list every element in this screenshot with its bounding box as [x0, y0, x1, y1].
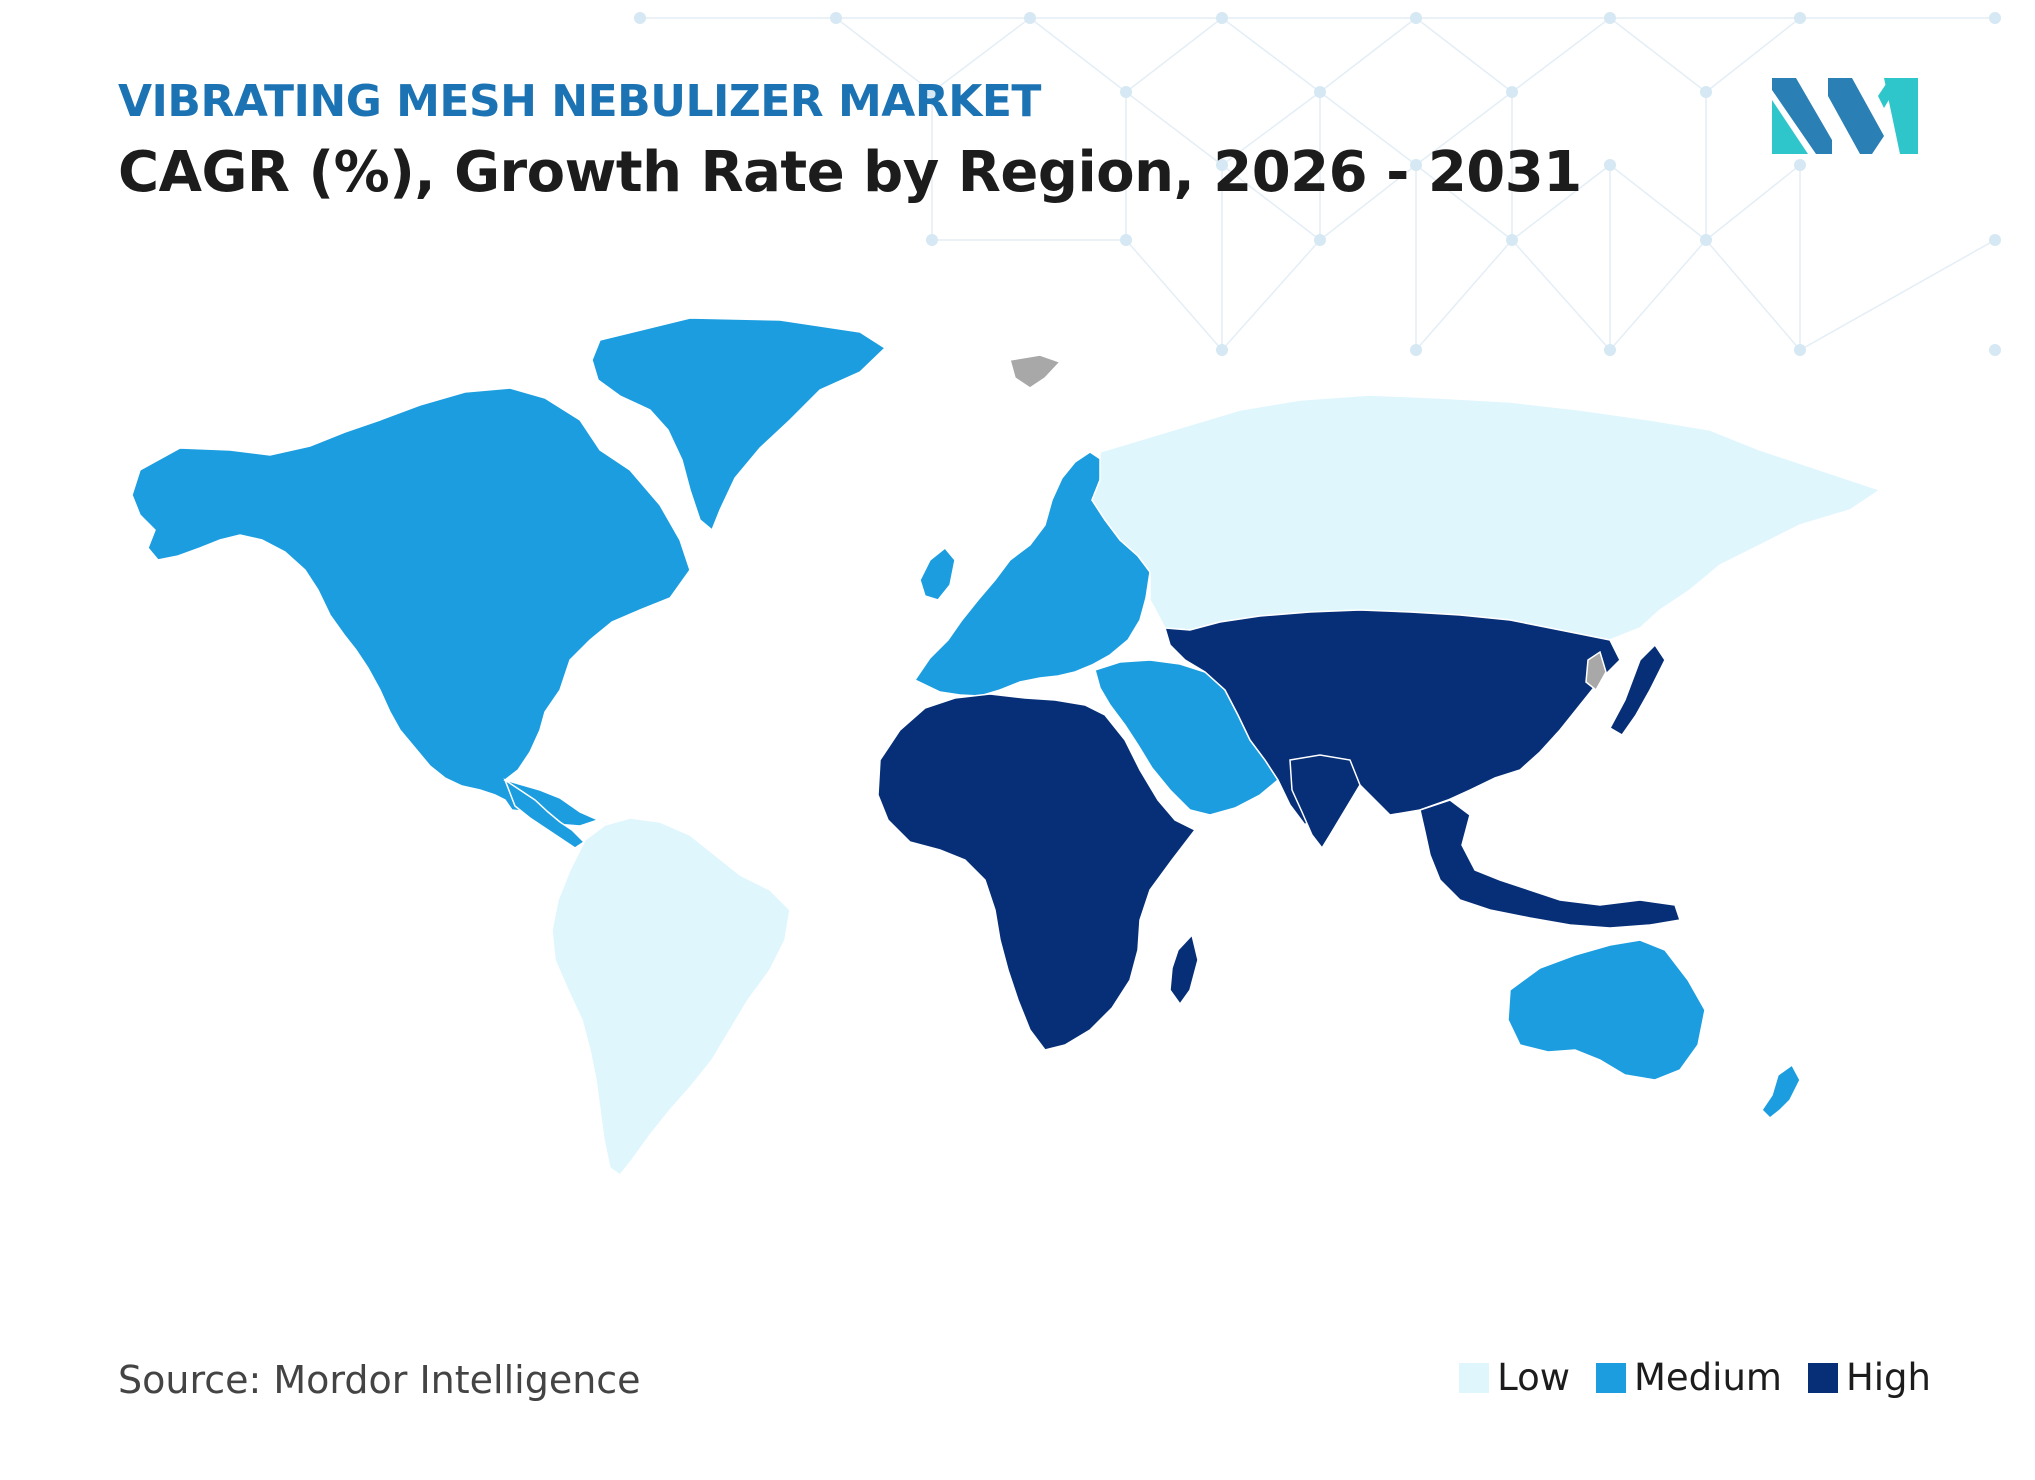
region-middle-east: [1094, 659, 1279, 816]
legend-item-high: High: [1807, 1356, 1931, 1399]
legend-swatch-medium: [1596, 1362, 1626, 1393]
region-new-zealand: [1761, 1063, 1801, 1120]
region-korea: [1585, 650, 1607, 692]
legend-item-medium: Medium: [1596, 1356, 1782, 1399]
region-africa: [877, 693, 1197, 1051]
mordor-intelligence-logo: [1772, 78, 1918, 154]
region-japan: [1608, 643, 1666, 736]
region-southeast-asia: [1419, 799, 1681, 929]
legend-swatch-low: [1459, 1362, 1490, 1393]
region-uk: [919, 546, 956, 601]
chart-supertitle: VIBRATING MESH NEBULIZER MARKET: [118, 76, 1041, 127]
legend-swatch-high: [1807, 1362, 1838, 1393]
legend-label-low: Low: [1497, 1356, 1570, 1399]
region-russia: [1091, 394, 1882, 641]
region-madagascar: [1169, 933, 1199, 1006]
region-south-america: [551, 817, 791, 1177]
chart-title: CAGR (%), Growth Rate by Region, 2026 - …: [118, 140, 1582, 205]
region-india: [1289, 754, 1361, 850]
region-asia: [1163, 609, 1621, 827]
legend-item-low: Low: [1459, 1356, 1570, 1399]
world-map: [131, 317, 1882, 1177]
source-note: Source: Mordor Intelligence: [118, 1358, 641, 1402]
region-greenland: [591, 317, 887, 532]
legend-label-medium: Medium: [1634, 1356, 1782, 1399]
region-north-america: [131, 387, 691, 827]
region-australia: [1507, 939, 1706, 1081]
legend: Low Medium High: [1433, 1356, 1931, 1399]
legend-label-high: High: [1845, 1356, 1931, 1399]
region-svalbard: [1009, 354, 1062, 389]
